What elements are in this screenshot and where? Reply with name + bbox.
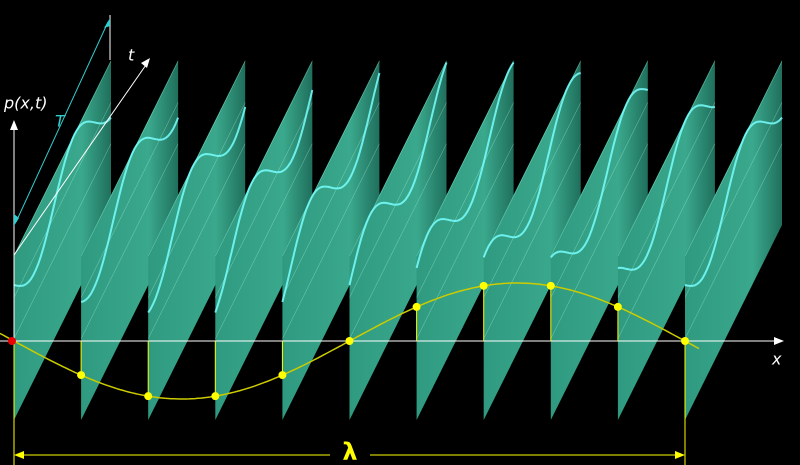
panels xyxy=(13,60,783,420)
panel-stripe xyxy=(617,143,716,339)
panel-stripe xyxy=(147,143,246,339)
position-label: x xyxy=(771,350,782,369)
panel-stripe xyxy=(684,102,783,298)
panel-stripe xyxy=(215,61,313,257)
panel-stripe xyxy=(617,102,716,298)
panel-stripe xyxy=(215,143,313,339)
time-panel xyxy=(81,60,179,420)
panel-stripe xyxy=(282,143,380,339)
t-arrow xyxy=(141,58,150,68)
time-panel xyxy=(215,60,313,420)
sample-dot xyxy=(77,371,86,380)
wavelength-label: λ xyxy=(342,438,357,465)
p-arrow xyxy=(10,120,18,130)
panel-stripe xyxy=(416,143,514,339)
panel-stripe xyxy=(550,102,649,298)
period-arrow-bottom xyxy=(14,214,19,226)
panel-stripe xyxy=(282,61,380,257)
panel-stripe xyxy=(416,102,514,298)
sample-dot xyxy=(278,371,287,380)
time-panel xyxy=(349,60,447,420)
pressure-label: p(x,t) xyxy=(3,94,47,113)
time-signal xyxy=(617,104,715,271)
time-signal xyxy=(13,116,112,287)
time-panel xyxy=(483,60,581,420)
time-panel xyxy=(416,60,514,420)
panel-stripe xyxy=(215,102,313,298)
sample-dot xyxy=(479,281,488,290)
time-signal xyxy=(147,106,247,314)
time-signal xyxy=(80,117,180,303)
panel-stripe xyxy=(282,102,380,298)
sample-dot xyxy=(546,281,555,290)
time-panel xyxy=(550,60,648,420)
time-panel xyxy=(617,60,715,420)
panel-stripe xyxy=(684,61,783,257)
panel-stripe xyxy=(13,61,112,257)
sample-dot xyxy=(211,392,220,401)
time-signal xyxy=(550,88,649,259)
lambda-arrow-right xyxy=(675,451,685,459)
time-signal xyxy=(482,72,581,258)
panel-stripe xyxy=(80,102,179,298)
wave xyxy=(0,281,700,401)
period-marker xyxy=(15,21,109,223)
panel-stripe xyxy=(13,102,112,298)
t-axis xyxy=(13,61,149,256)
time-signal xyxy=(281,72,381,303)
x-arrow xyxy=(774,337,784,345)
panel-stripe xyxy=(13,143,112,339)
panel-stripe xyxy=(483,143,581,339)
time-signal xyxy=(415,61,515,269)
time-panel xyxy=(282,60,380,420)
time-panel xyxy=(148,60,246,420)
sample-dot xyxy=(613,302,622,311)
sample-dot xyxy=(412,302,421,311)
sample-dot xyxy=(144,392,153,401)
period-label: T xyxy=(55,112,66,131)
panel-stripe xyxy=(617,61,716,257)
panel-stripe xyxy=(349,143,447,339)
panel-stripe xyxy=(349,102,447,298)
panel-stripe xyxy=(550,143,649,339)
time-signal xyxy=(214,89,314,313)
panel-stripe xyxy=(483,102,581,298)
period-arrow-top xyxy=(104,18,110,28)
panel-stripe xyxy=(684,143,783,339)
lambda-arrow-left xyxy=(14,451,24,459)
time-label: t xyxy=(128,46,135,65)
time-signal xyxy=(348,62,448,286)
panel-stripe xyxy=(147,102,246,298)
origin-dot xyxy=(8,337,16,345)
time-signal xyxy=(684,116,783,287)
panel-stripe xyxy=(80,143,179,339)
sample-dot xyxy=(345,337,354,345)
time-panel xyxy=(685,60,782,420)
